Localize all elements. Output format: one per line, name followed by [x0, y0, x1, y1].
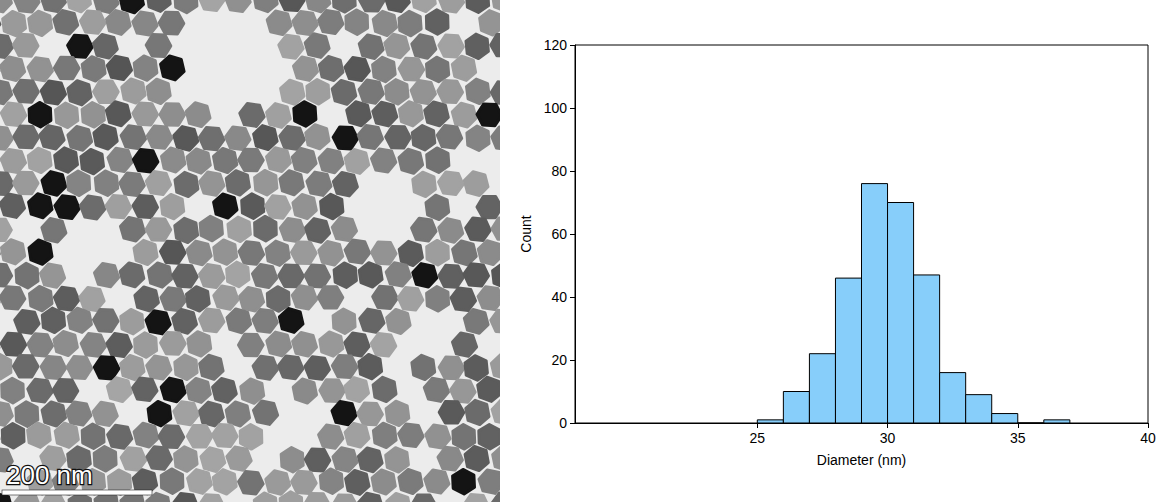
svg-text:200 nm: 200 nm	[6, 460, 93, 490]
svg-text:20: 20	[551, 352, 567, 368]
svg-text:0: 0	[559, 415, 567, 431]
svg-text:40: 40	[551, 289, 567, 305]
svg-text:Count: Count	[518, 215, 534, 252]
svg-text:Diameter (nm): Diameter (nm)	[817, 452, 906, 468]
svg-text:25: 25	[750, 430, 766, 446]
svg-text:100: 100	[544, 100, 568, 116]
svg-text:80: 80	[551, 163, 567, 179]
svg-text:60: 60	[551, 226, 567, 242]
svg-text:120: 120	[544, 37, 568, 53]
svg-text:30: 30	[880, 430, 896, 446]
svg-text:35: 35	[1010, 430, 1026, 446]
svg-text:40: 40	[1140, 430, 1156, 446]
